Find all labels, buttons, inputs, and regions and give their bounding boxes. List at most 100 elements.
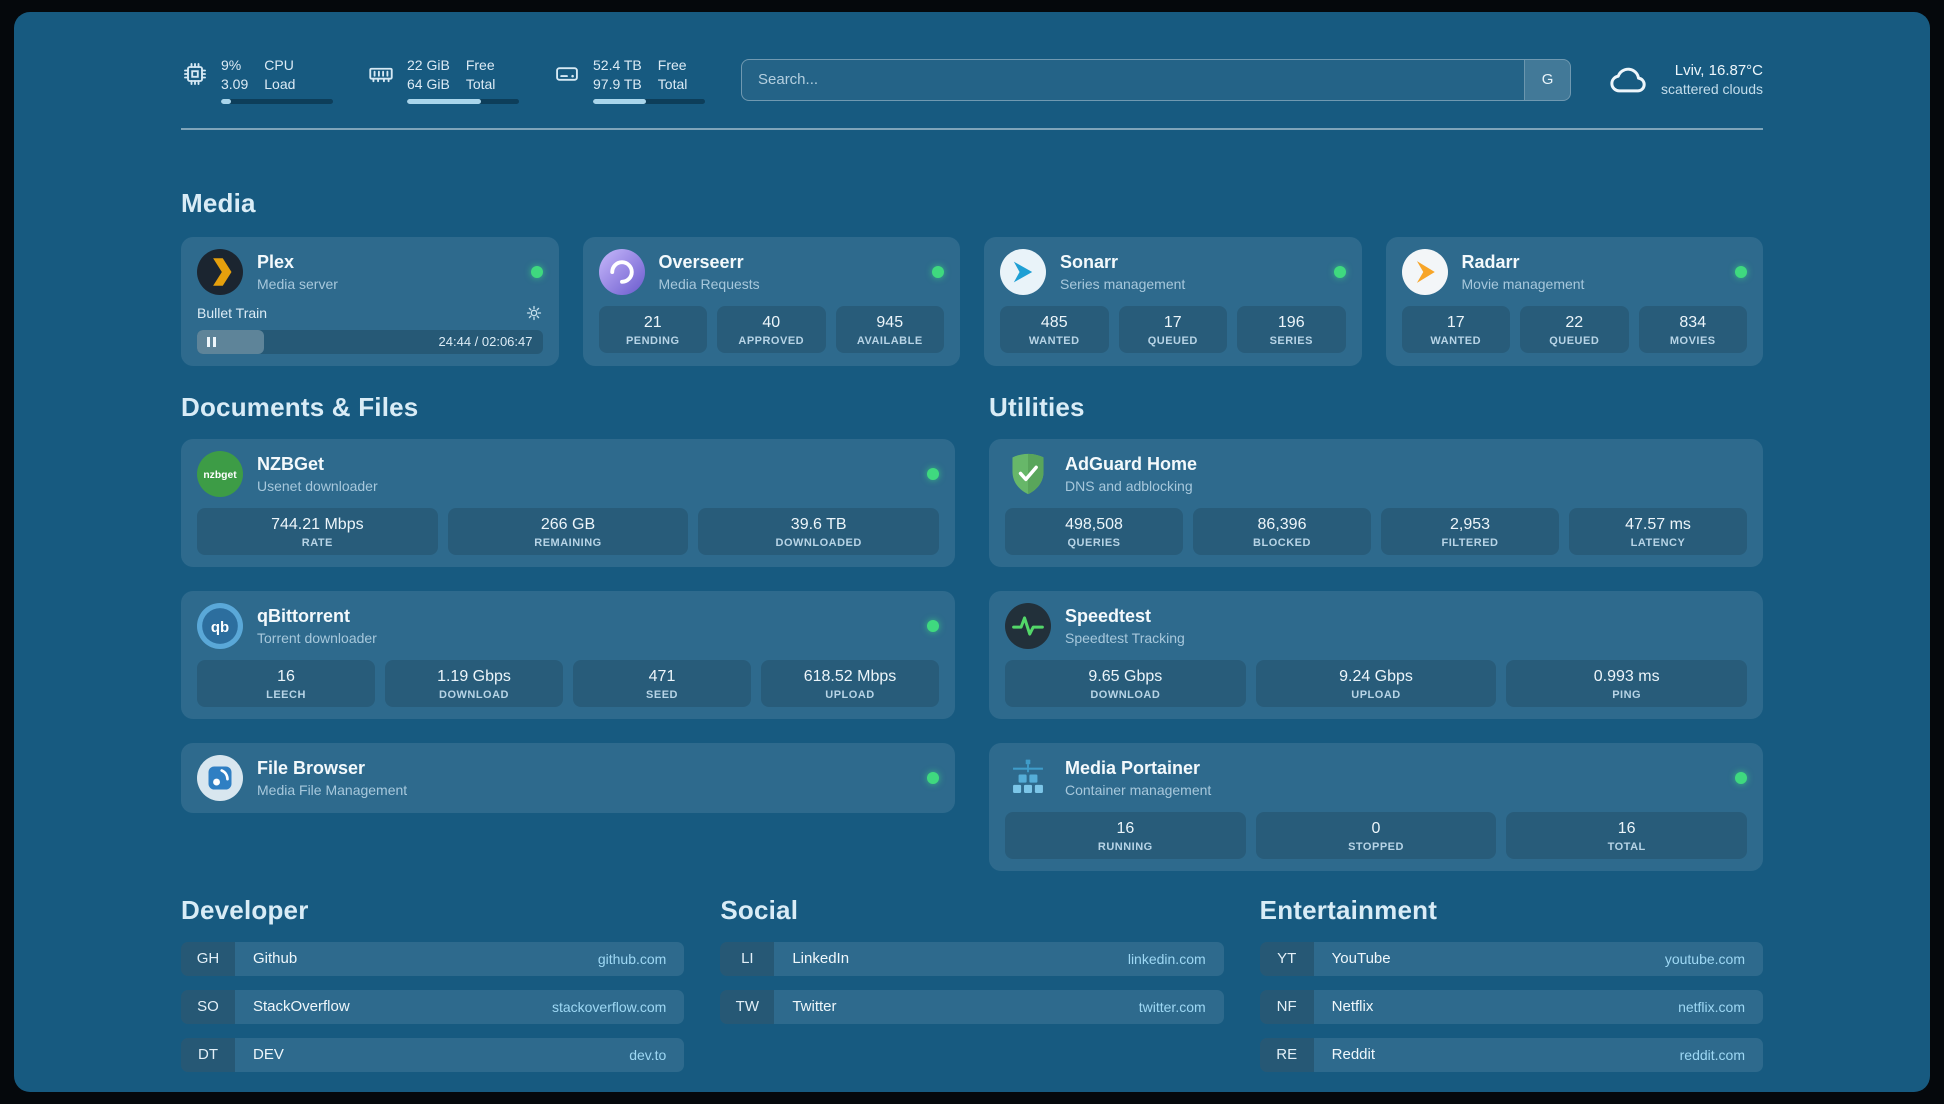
memory-progress-fill: [407, 99, 481, 104]
memory-free: 22 GiB: [407, 56, 450, 75]
bookmark-domain: netflix.com: [1678, 999, 1745, 1015]
service-name: NZBGet: [257, 454, 378, 475]
stat-value: 498,508: [1009, 516, 1179, 534]
stat-remaining: 266 GB REMAINING: [448, 508, 689, 555]
service-card-plex[interactable]: Plex Media server Bullet Train: [181, 237, 559, 366]
service-card-speedtest[interactable]: Speedtest Speedtest Tracking 9.65 Gbps D…: [989, 591, 1763, 719]
service-name: Media Portainer: [1065, 758, 1211, 779]
search-bar: G: [741, 59, 1571, 101]
section-title-utilities: Utilities: [989, 392, 1763, 423]
stat-label: MOVIES: [1643, 335, 1744, 347]
service-card-adguard-home[interactable]: AdGuard Home DNS and adblocking 498,508 …: [989, 439, 1763, 567]
stat-label: BLOCKED: [1197, 537, 1367, 549]
stat-value: 86,396: [1197, 516, 1367, 534]
bookmark-domain: linkedin.com: [1128, 951, 1206, 967]
status-online-dot: [1334, 266, 1346, 278]
bookmark-stackoverflow[interactable]: SO StackOverflow stackoverflow.com: [181, 990, 684, 1024]
stat-label: QUERIES: [1009, 537, 1179, 549]
stat-wanted: 17 WANTED: [1402, 306, 1511, 353]
disk-label-total: Total: [658, 75, 688, 94]
service-name: Sonarr: [1060, 252, 1185, 273]
pause-icon[interactable]: [207, 337, 216, 347]
bookmark-linkedin[interactable]: LI LinkedIn linkedin.com: [720, 942, 1223, 976]
sonarr-icon: [1000, 249, 1046, 295]
stat-label: QUEUED: [1123, 335, 1224, 347]
stat-label: LATENCY: [1573, 537, 1743, 549]
stat-value: 618.52 Mbps: [765, 668, 935, 686]
search-input[interactable]: [742, 60, 1524, 100]
service-description: Movie management: [1462, 276, 1585, 292]
bookmark-reddit[interactable]: RE Reddit reddit.com: [1260, 1038, 1763, 1072]
stat-pending: 21 PENDING: [599, 306, 708, 353]
bookmark-youtube[interactable]: YT YouTube youtube.com: [1260, 942, 1763, 976]
stat-download: 9.65 Gbps DOWNLOAD: [1005, 660, 1246, 707]
stat-value: 9.24 Gbps: [1260, 668, 1493, 686]
stat-label: QUEUED: [1524, 335, 1625, 347]
bookmark-github[interactable]: GH Github github.com: [181, 942, 684, 976]
bookmark-domain: github.com: [598, 951, 666, 967]
bookmark-domain: stackoverflow.com: [552, 999, 666, 1015]
weather-location: Lviv, 16.87°C: [1661, 62, 1763, 79]
radarr-icon: [1402, 249, 1448, 295]
stat-series: 196 SERIES: [1237, 306, 1346, 353]
stat-latency: 47.57 ms LATENCY: [1569, 508, 1747, 555]
filebrowser-icon: [197, 755, 243, 801]
cpu-progress-track: [221, 99, 333, 104]
stat-label: RATE: [201, 537, 434, 549]
disk-progress-track: [593, 99, 705, 104]
bookmark-dev[interactable]: DT DEV dev.to: [181, 1038, 684, 1072]
resource-widgets: 9% 3.09 CPU Load: [181, 56, 705, 104]
stat-available: 945 AVAILABLE: [836, 306, 945, 353]
stat-label: APPROVED: [721, 335, 822, 347]
bookmark-name: YouTube: [1332, 950, 1391, 967]
status-online-dot: [927, 772, 939, 784]
bookmark-abbr: LI: [720, 942, 774, 976]
bookmark-abbr: DT: [181, 1038, 235, 1072]
bookmark-name: Reddit: [1332, 1046, 1375, 1063]
stat-filtered: 2,953 FILTERED: [1381, 508, 1559, 555]
search-provider-button[interactable]: G: [1524, 60, 1570, 100]
status-online-dot: [1735, 772, 1747, 784]
stat-value: 266 GB: [452, 516, 685, 534]
service-card-radarr[interactable]: Radarr Movie management 17 WANTED 22 QUE…: [1386, 237, 1764, 366]
stat-running: 16 RUNNING: [1005, 812, 1246, 859]
service-card-filebrowser[interactable]: File Browser Media File Management: [181, 743, 955, 813]
stat-value: 40: [721, 314, 822, 332]
bookmark-group-social: Social LI LinkedIn linkedin.com TW Twitt…: [720, 895, 1223, 1086]
playback-progress-bar[interactable]: 24:44 / 02:06:47: [197, 330, 543, 354]
bookmark-twitter[interactable]: TW Twitter twitter.com: [720, 990, 1223, 1024]
stat-value: 471: [577, 668, 747, 686]
playback-progress-fill: [197, 330, 264, 354]
cpu-label: CPU: [264, 56, 295, 75]
stat-value: 17: [1123, 314, 1224, 332]
bookmark-name: Twitter: [792, 998, 836, 1015]
service-name: File Browser: [257, 758, 407, 779]
service-card-portainer[interactable]: Media Portainer Container management 16 …: [989, 743, 1763, 871]
stat-label: TOTAL: [1510, 841, 1743, 853]
stat-label: UPLOAD: [765, 689, 935, 701]
bookmark-netflix[interactable]: NF Netflix netflix.com: [1260, 990, 1763, 1024]
service-card-sonarr[interactable]: Sonarr Series management 485 WANTED 17 Q…: [984, 237, 1362, 366]
service-name: Overseerr: [659, 252, 760, 273]
service-description: Series management: [1060, 276, 1185, 292]
disk-progress-fill: [593, 99, 646, 104]
gear-icon[interactable]: [525, 304, 543, 322]
stat-queued: 17 QUEUED: [1119, 306, 1228, 353]
stat-value: 485: [1004, 314, 1105, 332]
service-description: Container management: [1065, 782, 1211, 798]
stat-approved: 40 APPROVED: [717, 306, 826, 353]
bookmark-abbr: NF: [1260, 990, 1314, 1024]
stat-value: 0.993 ms: [1510, 668, 1743, 686]
status-online-dot: [1735, 266, 1747, 278]
service-card-qbittorrent[interactable]: qb qBittorrent Torrent downloader 16 LEE…: [181, 591, 955, 719]
stat-label: DOWNLOAD: [389, 689, 559, 701]
service-card-overseerr[interactable]: Overseerr Media Requests 21 PENDING 40 A…: [583, 237, 961, 366]
disk-icon: [553, 60, 581, 88]
nzbget-icon: nzbget: [197, 451, 243, 497]
stat-value: 196: [1241, 314, 1342, 332]
svg-text:qb: qb: [211, 619, 229, 636]
stat-download: 1.19 Gbps DOWNLOAD: [385, 660, 563, 707]
topbar-divider: [181, 128, 1763, 130]
stat-label: SEED: [577, 689, 747, 701]
service-card-nzbget[interactable]: nzbget NZBGet Usenet downloader 744.21 M…: [181, 439, 955, 567]
